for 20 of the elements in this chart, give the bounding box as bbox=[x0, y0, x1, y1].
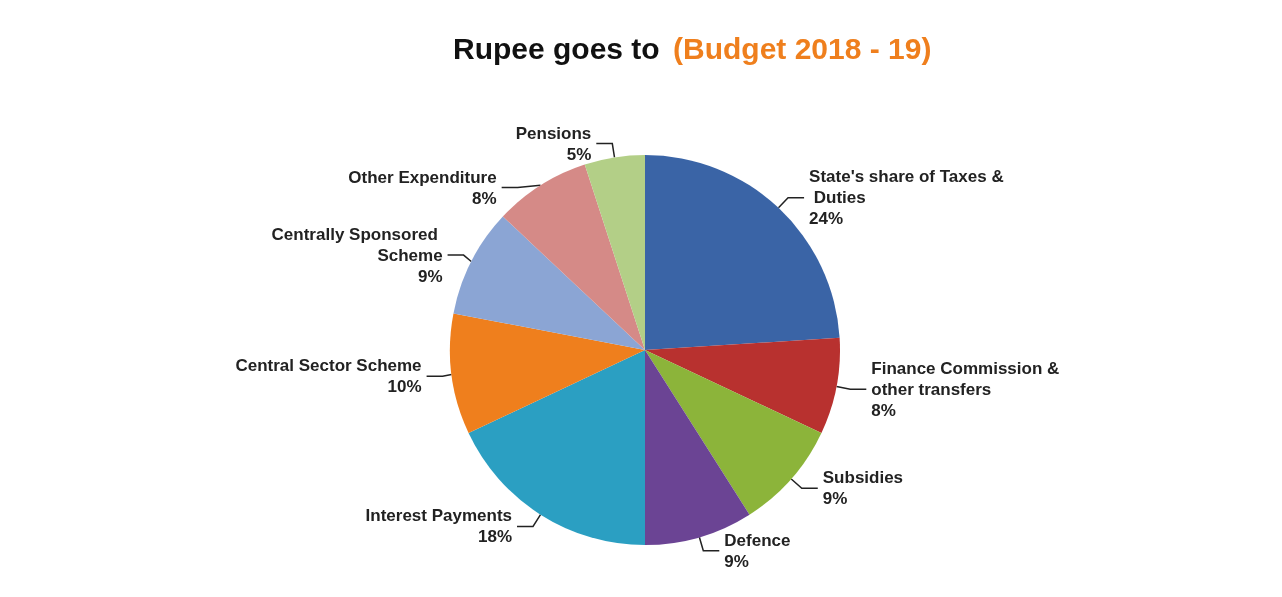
slice-label: State's share of Taxes & Duties bbox=[809, 167, 1004, 208]
data-label: 10% bbox=[387, 377, 422, 397]
data-label: 8% bbox=[472, 188, 497, 208]
data-label: 18% bbox=[477, 527, 513, 547]
data-label: 8% bbox=[871, 400, 896, 420]
slice-label: Pensions bbox=[515, 123, 592, 143]
slice-label: Interest Payments bbox=[365, 506, 513, 526]
slice-label: Centrally Sponsored Scheme bbox=[271, 224, 443, 265]
slice-label: Defence bbox=[724, 530, 791, 550]
data-label: 9% bbox=[724, 551, 749, 571]
data-label: 5% bbox=[566, 144, 592, 164]
slice-label: Other Expenditure bbox=[348, 167, 497, 187]
slice-label: Finance Commission & other transfers bbox=[871, 358, 1064, 399]
chart-title: Rupee goes to bbox=[453, 31, 660, 65]
data-label: 24% bbox=[809, 209, 844, 229]
data-label: 9% bbox=[822, 489, 848, 509]
data-label: 9% bbox=[418, 266, 443, 286]
chart-subtitle: (Budget 2018 - 19) bbox=[673, 31, 932, 65]
slice-label: Subsidies bbox=[822, 468, 904, 488]
slice-label: Central Sector Scheme bbox=[235, 356, 422, 376]
